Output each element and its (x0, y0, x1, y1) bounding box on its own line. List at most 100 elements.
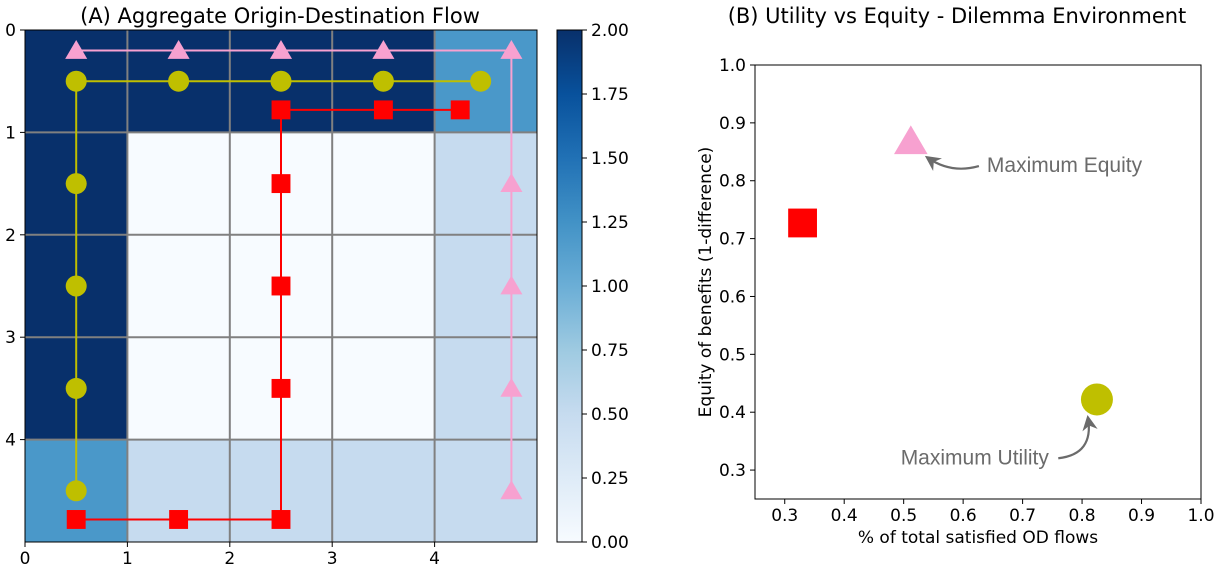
x-tick-label: 0.8 (1069, 506, 1096, 526)
colorbar-tick-label: 0.50 (591, 405, 629, 425)
x-tick-label: 3 (327, 549, 338, 569)
x-tick-label: 0.4 (831, 506, 858, 526)
route-marker (65, 377, 87, 399)
route-marker (271, 378, 291, 398)
x-tick-label: 4 (429, 549, 440, 569)
annotation-arrow (1058, 414, 1098, 460)
heatmap-cell (332, 132, 436, 236)
route-marker (65, 275, 87, 297)
route-marker (65, 173, 87, 195)
annotation-arrow (924, 155, 980, 171)
heatmap-x-ticks: 0 1 2 3 4 (20, 542, 440, 569)
y-tick-label: 0 (5, 21, 16, 41)
route-marker (450, 100, 470, 120)
heatmap-cell (434, 337, 538, 441)
y-tick-label: 1.0 (719, 56, 746, 76)
y-tick-label: 0.6 (719, 287, 746, 307)
colorbar-ticks: 0.00 0.25 0.50 0.75 1.00 1.25 1.50 1.75 2.00 (582, 21, 629, 553)
route-lines (65, 39, 523, 529)
route-square (66, 100, 470, 529)
heatmap-cell (127, 337, 231, 441)
heatmap-cell (127, 234, 231, 338)
colorbar-tick-label: 1.75 (591, 85, 629, 105)
y-tick-label: 2 (5, 226, 16, 246)
heatmap-y-ticks: 0 1 2 3 4 (5, 21, 25, 451)
route-marker (500, 480, 523, 500)
colorbar-tick-label: 1.50 (591, 149, 629, 169)
heatmap-cell (332, 439, 436, 543)
colorbar-tick-label: 1.00 (591, 277, 629, 297)
route-marker (65, 39, 88, 59)
route-marker (66, 510, 86, 529)
y-tick-label: 0.4 (719, 403, 746, 423)
route-marker (271, 100, 291, 120)
heatmap-cell (434, 439, 538, 543)
colorbar-tick-label: 1.25 (591, 213, 629, 233)
x-tick-label: 0 (20, 549, 31, 569)
route-marker (65, 480, 87, 502)
x-tick-label: 1 (122, 549, 133, 569)
x-tick-label: 2 (224, 549, 235, 569)
x-tick-label: 0.3 (771, 506, 798, 526)
colorbar-tick-label: 0.75 (591, 341, 629, 361)
scatter-point-square (788, 208, 817, 238)
heatmap-title: (A) Aggregate Origin-Destination Flow (80, 4, 480, 28)
route-marker (271, 174, 291, 194)
route-marker (372, 70, 394, 92)
heatmap-cell (332, 337, 436, 441)
route-marker (470, 70, 492, 92)
route-circle (65, 70, 492, 502)
route-marker (500, 377, 523, 397)
heatmap-frame (24, 29, 538, 543)
route-marker (167, 39, 190, 59)
route-marker (500, 173, 523, 192)
heatmap-panel: (A) Aggregate Origin-Destination Flow 0 1… (5, 4, 538, 569)
y-tick-label: 0.8 (719, 172, 746, 192)
y-tick-label: 0.9 (719, 114, 746, 134)
annotation-label: Maximum Utility (901, 446, 1050, 469)
heatmap-cell (434, 132, 538, 236)
route-marker (373, 100, 393, 120)
route-marker (372, 39, 395, 59)
colorbar-tick-label: 2.00 (591, 21, 629, 41)
colorbar-tick-label: 0.25 (591, 469, 629, 489)
scatter-frame (754, 64, 1202, 500)
heatmap-cell (332, 234, 436, 338)
y-tick-label: 1 (5, 123, 16, 143)
heatmap-cell (434, 234, 538, 338)
route-marker (500, 275, 523, 295)
scatter-y-ticks: 0.3 0.4 0.5 0.6 0.7 0.8 0.9 1.0 (719, 56, 755, 481)
y-tick-label: 0.5 (719, 345, 746, 365)
scatter-x-ticks: 0.3 0.4 0.5 0.6 0.7 0.8 0.9 1.0 (771, 499, 1215, 526)
x-tick-label: 1.0 (1187, 506, 1214, 526)
scatter-x-label: % of total satisfied OD flows (858, 528, 1098, 548)
x-tick-label: 0.6 (950, 506, 977, 526)
heatmap-grid (25, 30, 537, 542)
route-triangle (65, 39, 523, 500)
annotation-label: Maximum Equity (987, 154, 1143, 177)
y-tick-label: 0.7 (719, 230, 746, 250)
scatter-panel: (B) Utility vs Equity - Dilemma Environm… (696, 4, 1215, 548)
colorbar-tick-label: 0.00 (591, 533, 629, 553)
route-marker (271, 276, 291, 296)
y-tick-label: 0.3 (719, 461, 746, 481)
x-tick-label: 0.5 (890, 506, 917, 526)
route-marker (500, 39, 523, 59)
route-marker (169, 510, 189, 529)
route-marker (271, 510, 291, 529)
x-tick-label: 0.7 (1009, 506, 1036, 526)
scatter-title: (B) Utility vs Equity - Dilemma Environm… (728, 4, 1187, 28)
route-marker (65, 70, 87, 92)
route-marker (168, 70, 190, 92)
x-tick-label: 0.9 (1128, 506, 1155, 526)
heatmap-cell (127, 132, 231, 236)
route-marker (269, 39, 293, 59)
scatter-annotations: Maximum Equity Maximum Utility (901, 154, 1143, 469)
scatter-y-label: Equity of benefits (1-difference) (696, 147, 716, 418)
colorbar: 0.00 0.25 0.50 0.75 1.00 1.25 1.50 1.75 2.00 (556, 21, 629, 553)
scatter-point-circle (1080, 383, 1113, 416)
y-tick-label: 4 (5, 431, 16, 451)
colorbar-gradient (556, 29, 583, 543)
y-tick-label: 3 (5, 328, 16, 348)
